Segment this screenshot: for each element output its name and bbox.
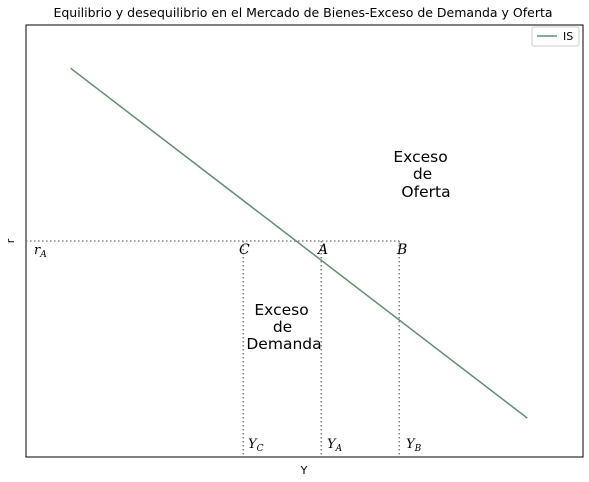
x-axis-label: Y: [300, 464, 308, 477]
legend-label-is: IS: [563, 30, 573, 43]
plot-frame: [25, 24, 584, 458]
chart-title: Equilibrio y desequilibrio en el Mercado…: [53, 5, 552, 20]
tick-label-yb: YB: [406, 437, 422, 454]
y-axis-label: r: [4, 238, 17, 243]
annotation-exceso-oferta: Exceso de Oferta: [393, 148, 452, 201]
point-label-c: C: [239, 242, 250, 258]
tick-label-yc: YC: [248, 437, 264, 454]
is-curve: [70, 67, 528, 419]
tick-label-ya: YA: [327, 437, 343, 454]
guide-lines: [26, 240, 400, 457]
point-label-a: A: [316, 242, 328, 258]
tick-label-ra: rA: [34, 243, 47, 260]
point-label-b: B: [396, 242, 407, 258]
legend: IS: [531, 26, 580, 47]
annotation-exceso-demanda: Exceso de Demanda: [246, 301, 321, 353]
